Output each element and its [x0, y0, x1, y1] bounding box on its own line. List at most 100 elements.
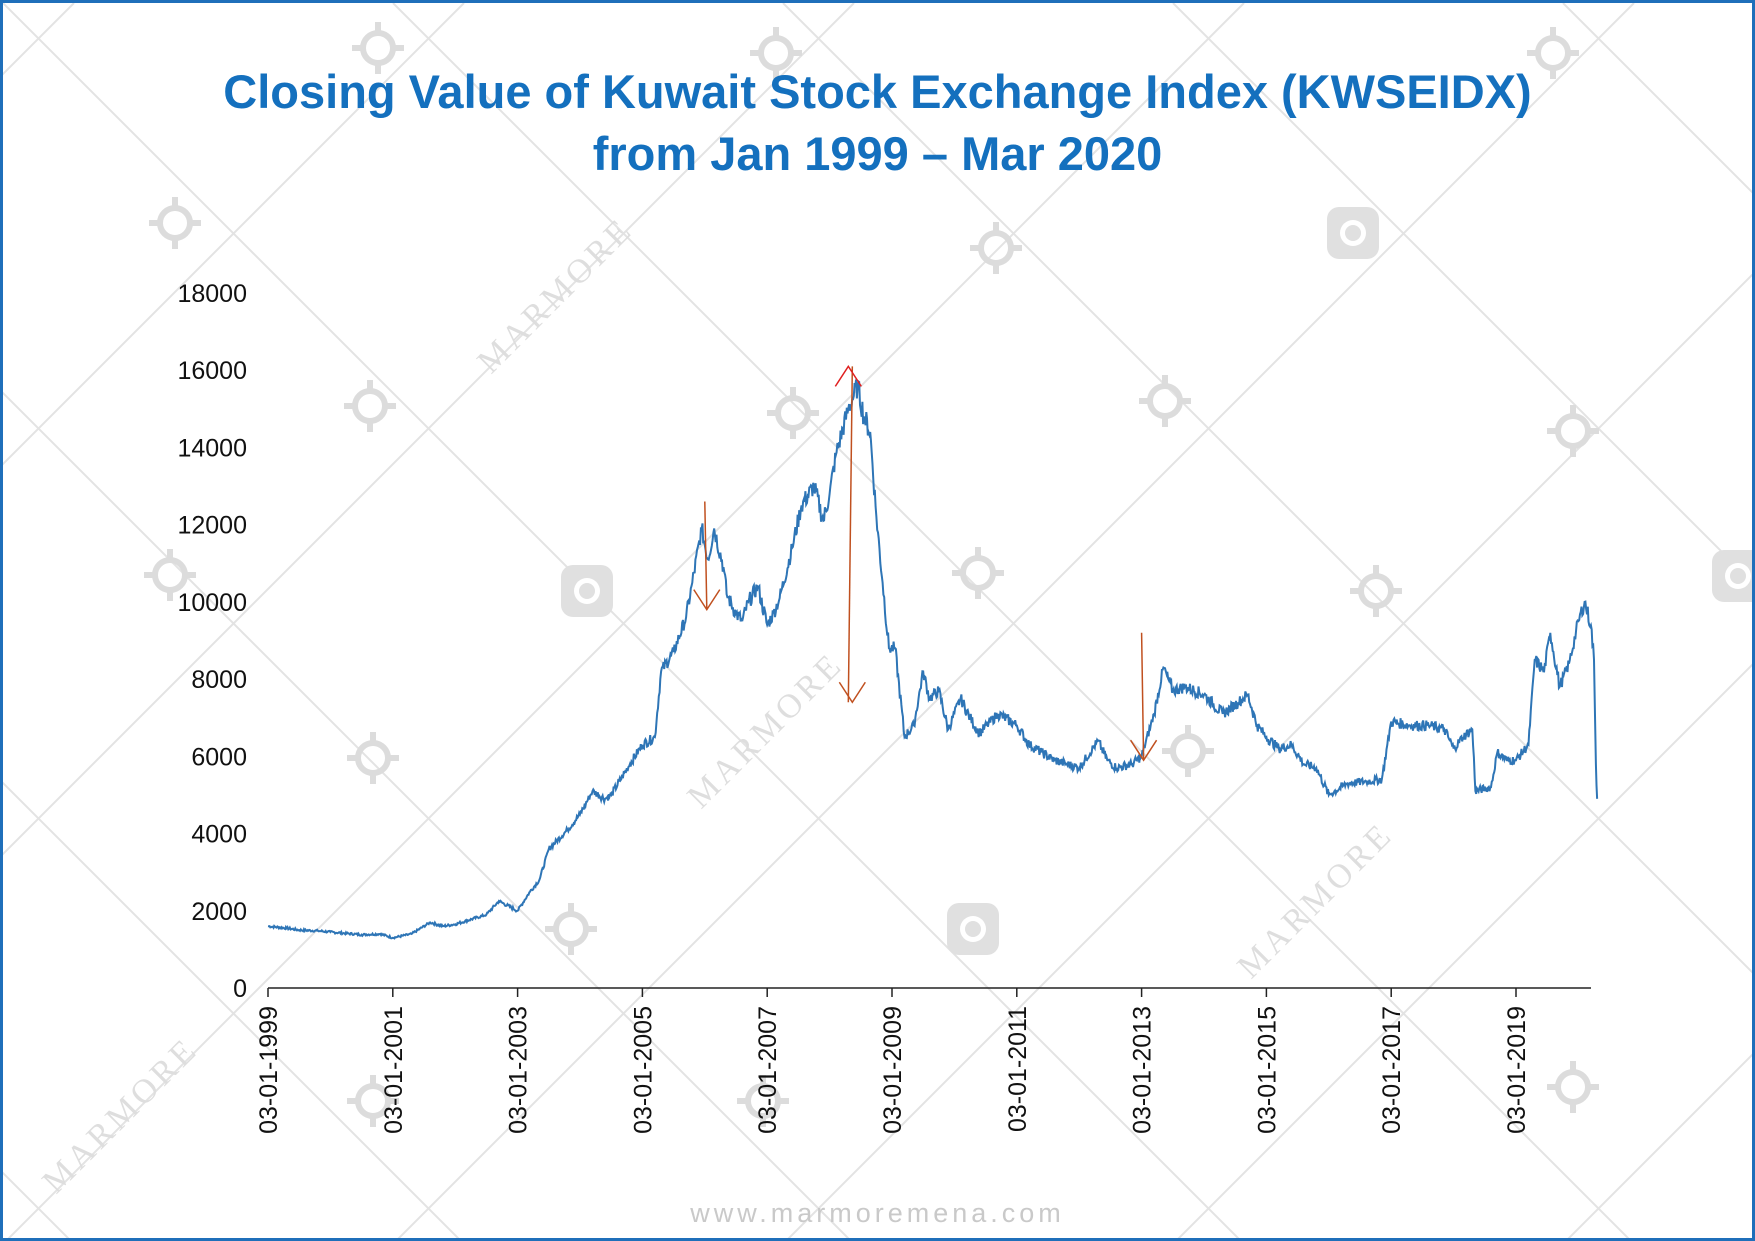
crosshair-watermark-icon — [1527, 27, 1579, 79]
watermark-line — [3, 3, 465, 466]
crosshair-ticks — [737, 1075, 789, 1127]
crosshair-watermark-icon — [750, 27, 802, 79]
arrow-head-up — [834, 364, 862, 387]
camera-lens-inner — [1730, 568, 1746, 584]
y-tick-label: 6000 — [191, 743, 247, 771]
crosshair-ring — [157, 205, 193, 241]
y-tick-label: 2000 — [191, 898, 247, 926]
crosshair-ring — [978, 230, 1014, 266]
x-tick-label: 03-01-1999 — [255, 1006, 283, 1134]
watermark-line — [1172, 3, 1752, 584]
crosshair-watermark-icon — [545, 903, 597, 955]
arrow-head-down — [1129, 739, 1158, 762]
crosshair-ticks — [1139, 375, 1191, 427]
watermark-line — [787, 273, 1752, 1238]
crosshair-watermark-icon — [1350, 565, 1402, 617]
y-tick-label: 10000 — [177, 589, 247, 617]
camera-watermark-icon — [947, 903, 999, 955]
watermark-line — [1177, 663, 1752, 1238]
x-tick-label: 03-01-2009 — [879, 1006, 907, 1134]
title-line-2: from Jan 1999 – Mar 2020 — [592, 127, 1163, 180]
y-tick-label: 18000 — [177, 280, 247, 308]
camera-watermark-icon — [1712, 550, 1752, 602]
crosshair-watermark-icon — [344, 380, 396, 432]
crosshair-watermark-icon — [1547, 405, 1599, 457]
crosshair-ticks — [545, 903, 597, 955]
crosshair-ticks — [767, 387, 819, 439]
crosshair-ticks — [952, 547, 1004, 599]
arrow-head-down — [838, 681, 866, 704]
chart-title: Closing Value of Kuwait Stock Exchange I… — [3, 61, 1752, 185]
crosshair-ring — [1147, 383, 1183, 419]
crosshair-ticks — [1547, 1061, 1599, 1113]
footer-url: www.marmoremena.com — [690, 1198, 1065, 1228]
camera-lens-inner — [1345, 225, 1361, 241]
crosshair-ticks — [1350, 565, 1402, 617]
crosshair-watermark-icon — [347, 732, 399, 784]
x-tick-label: 03-01-2017 — [1378, 1006, 1406, 1134]
y-tick-label: 14000 — [177, 434, 247, 462]
watermark-line — [397, 3, 1635, 1238]
crosshair-ring — [960, 555, 996, 591]
crosshair-ring — [758, 35, 794, 71]
crosshair-ticks — [1527, 27, 1579, 79]
crosshair-watermark-icon — [149, 197, 201, 249]
crosshair-ticks — [352, 22, 404, 74]
y-tick-label: 8000 — [191, 666, 247, 694]
x-tick-label: 03-01-2005 — [629, 1006, 657, 1134]
kwseidx-series-line — [267, 379, 1599, 940]
crosshair-watermark-icon — [952, 547, 1004, 599]
arrow-shaft — [1140, 632, 1145, 761]
camera-watermark-icon — [1327, 207, 1379, 259]
crosshair-ring — [1555, 413, 1591, 449]
y-tick-label: 16000 — [177, 357, 247, 385]
crosshair-watermark-icon — [767, 387, 819, 439]
crosshair-watermark-icon — [347, 1075, 399, 1127]
x-tick-label: 03-01-2013 — [1129, 1006, 1157, 1134]
camera-watermark-icon — [561, 565, 613, 617]
crosshair-watermark-icon — [352, 22, 404, 74]
crosshair-ring — [1535, 35, 1571, 71]
crosshair-ring — [360, 30, 396, 66]
annotation-arrow — [834, 364, 866, 704]
crosshair-ticks — [149, 197, 201, 249]
crosshair-ring — [1170, 733, 1206, 769]
crosshair-ring — [152, 557, 188, 593]
line-chart: 0 2000 4000 6000 8000 10000 12000 14000 16000 180… — [177, 280, 1599, 1134]
crosshair-watermark-icon — [737, 1075, 789, 1127]
y-tick-label: 4000 — [191, 821, 247, 849]
y-tick-label: 12000 — [177, 512, 247, 540]
watermark-line — [3, 781, 460, 1238]
x-tick-label: 03-01-2001 — [380, 1006, 408, 1134]
crosshair-ticks — [144, 549, 196, 601]
arrow-shaft — [704, 501, 708, 610]
crosshair-ticks — [970, 222, 1022, 274]
annotation-arrow — [1129, 632, 1158, 762]
x-tick-label: 03-01-2007 — [754, 1006, 782, 1134]
crosshair-ring — [1555, 1069, 1591, 1105]
camera-lens-inner — [965, 921, 981, 937]
crosshair-ticks — [1162, 725, 1214, 777]
x-tick-label: 03-01-2011 — [1004, 1006, 1032, 1132]
crosshair-ticks — [1547, 405, 1599, 457]
crosshair-watermark-icon — [144, 549, 196, 601]
crosshair-ticks — [750, 27, 802, 79]
crosshair-ring — [1358, 573, 1394, 609]
crosshair-ring — [553, 911, 589, 947]
x-tick-label: 03-01-2015 — [1253, 1006, 1281, 1134]
arrow-shaft — [847, 366, 854, 703]
watermark-line — [7, 3, 1245, 1238]
camera-lens-inner — [579, 583, 595, 599]
crosshair-watermark-icon — [1547, 1061, 1599, 1113]
title-line-1: Closing Value of Kuwait Stock Exchange I… — [223, 65, 1532, 118]
crosshair-watermark-icon — [1162, 725, 1214, 777]
crosshair-ticks — [344, 380, 396, 432]
crosshair-ring — [355, 740, 391, 776]
x-tick-label: 03-01-2003 — [505, 1006, 533, 1134]
crosshair-watermark-icon — [970, 222, 1022, 274]
x-tick-label: 03-01-2019 — [1503, 1006, 1531, 1134]
crosshair-ticks — [347, 732, 399, 784]
crosshair-ring — [355, 1083, 391, 1119]
crosshair-ring — [775, 395, 811, 431]
